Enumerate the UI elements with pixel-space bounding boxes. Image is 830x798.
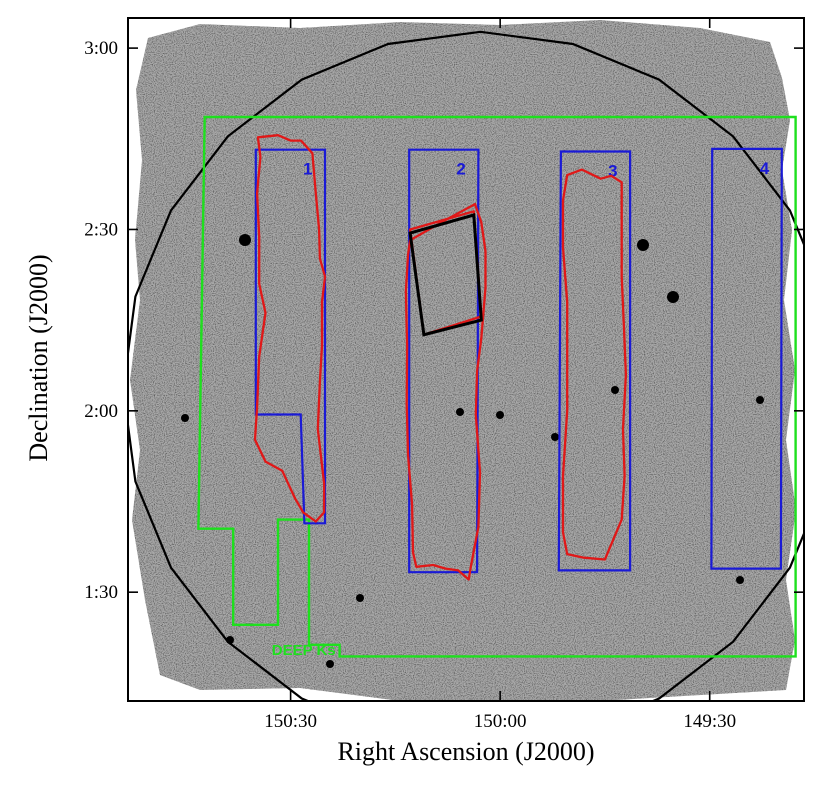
x-axis-title: Right Ascension (J2000) — [337, 737, 594, 766]
star — [181, 414, 189, 422]
field-3-outline — [557, 150, 632, 572]
star — [356, 594, 364, 602]
star — [456, 408, 464, 416]
y-tick-label: 1:30 — [84, 582, 118, 603]
axis-ticks: 150:30 150:00 149:30 1:30 2:00 2:30 3:00 — [84, 18, 804, 732]
y-tick-label: 3:00 — [84, 38, 118, 59]
survey-circle-group — [128, 30, 804, 701]
field-4-label: 4 — [760, 159, 770, 178]
star — [667, 291, 679, 303]
mosaic-noise — [130, 20, 796, 701]
field-4-outline — [710, 147, 783, 570]
plot-frame — [127, 17, 805, 702]
deep-ks-label: DEEP Ks — [272, 642, 336, 659]
deep-ks-outline — [197, 115, 797, 658]
star — [239, 234, 251, 246]
field-1-label: 1 — [303, 160, 312, 179]
x-tick-label: 150:00 — [474, 711, 527, 732]
bright-stars — [181, 234, 764, 668]
field-2-label: 2 — [456, 160, 465, 179]
star — [736, 576, 744, 584]
sky-image — [130, 20, 796, 701]
star — [326, 660, 334, 668]
y-tick-label: 2:30 — [84, 219, 118, 240]
y-axis-title: Declination (J2000) — [24, 254, 53, 461]
star — [756, 396, 764, 404]
field-2-outline — [408, 148, 480, 574]
coverage-contour-2 — [404, 202, 487, 581]
coverage-contour-1 — [253, 134, 327, 523]
x-tick-label: 149:30 — [683, 711, 736, 732]
y-tick-label: 2:00 — [84, 401, 118, 422]
coverage-contour-3 — [561, 168, 628, 561]
star — [551, 433, 559, 441]
x-tick-label: 150:30 — [264, 711, 317, 732]
survey-overlays: DEEP Ks 1 2 3 4 — [128, 30, 804, 701]
field-3-label: 3 — [608, 161, 617, 180]
star — [611, 386, 619, 394]
star — [496, 411, 504, 419]
black-box-outline — [408, 213, 483, 337]
survey-circle — [128, 30, 804, 701]
star — [637, 239, 649, 251]
